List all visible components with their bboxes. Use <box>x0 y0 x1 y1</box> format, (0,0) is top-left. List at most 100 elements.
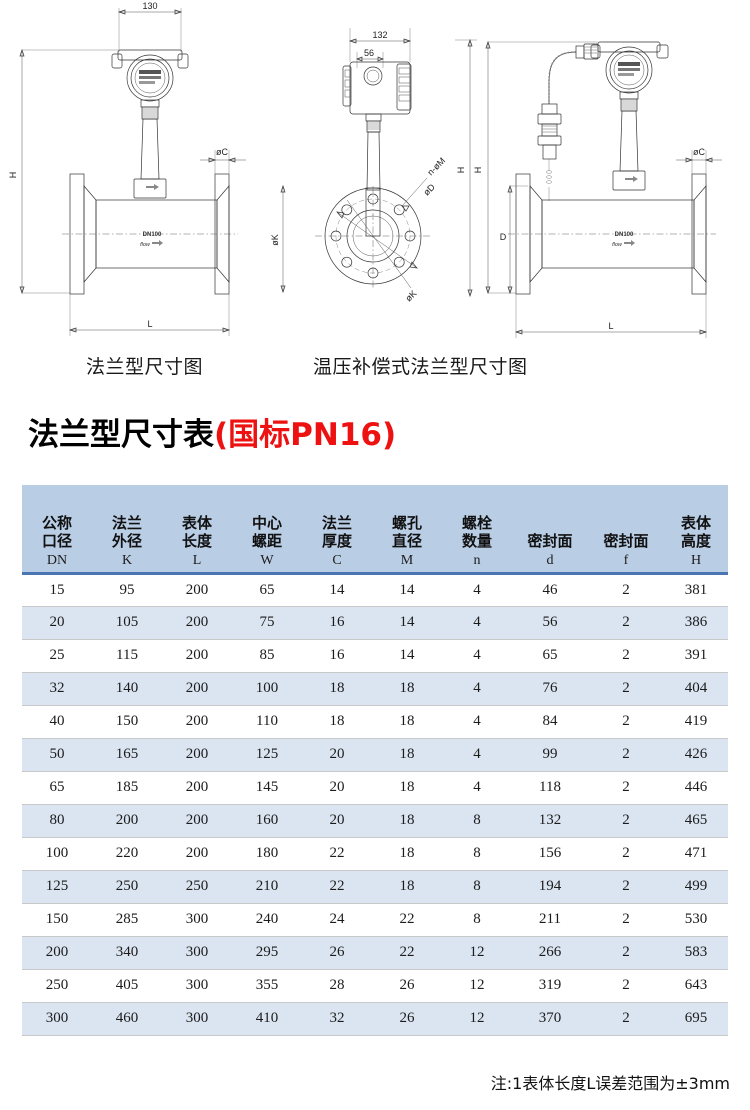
column-header-n: 螺栓 数量 n <box>442 485 512 575</box>
table-row: 150 285 300 240 24 22 8 211 2 530 <box>22 902 728 937</box>
table-cell: 2 <box>588 968 664 1003</box>
table-cell: 2 <box>588 572 664 607</box>
table-cell: 150 <box>22 902 92 937</box>
table-cell: 211 <box>512 902 588 937</box>
table-cell: 12 <box>442 935 512 970</box>
table-cell: 18 <box>372 704 442 739</box>
column-header-cn-line2: 高度 <box>680 531 711 550</box>
table-cell: 26 <box>302 935 372 970</box>
table-cell: 110 <box>232 704 302 739</box>
svg-text:øC: øC <box>216 147 228 157</box>
table-cell: 2 <box>588 605 664 640</box>
table-cell: 165 <box>92 737 162 772</box>
table-cell: 446 <box>664 770 728 805</box>
column-header-cn-line1: 螺孔 <box>391 514 422 533</box>
table-cell: 250 <box>92 869 162 904</box>
table-cell: 12 <box>442 1001 512 1036</box>
table-cell: 4 <box>442 638 512 673</box>
table-cell: 18 <box>372 836 442 871</box>
table-cell: 2 <box>588 935 664 970</box>
drawing-captions: 法兰型尺寸图 温压补偿式法兰型尺寸图 <box>0 352 750 396</box>
dimension-table-wrapper: 公称 口径 DN 法兰 外径 K 表体 <box>22 485 728 1036</box>
table-row: 100 220 200 180 22 18 8 156 2 471 <box>22 836 728 871</box>
flange-face-and-head-drawing: 132 56 <box>305 0 490 350</box>
table-cell: 295 <box>232 935 302 970</box>
table-cell: 194 <box>512 869 588 904</box>
table-row: 25 115 200 85 16 14 4 65 2 391 <box>22 638 728 673</box>
column-header-symbol: L <box>192 552 202 568</box>
svg-text:flow: flow <box>612 242 623 248</box>
table-cell: 200 <box>162 572 232 607</box>
column-header-symbol: H <box>690 552 702 568</box>
table-cell: 285 <box>92 902 162 937</box>
table-cell: 4 <box>442 737 512 772</box>
table-cell: 381 <box>664 572 728 607</box>
table-cell: 18 <box>372 671 442 706</box>
svg-text:øK: øK <box>403 288 418 303</box>
svg-text:øD: øD <box>421 182 437 198</box>
svg-text:n-øM: n-øM <box>425 155 447 177</box>
svg-text:øC: øC <box>693 147 705 157</box>
table-cell: 340 <box>92 935 162 970</box>
column-header-symbol: f <box>623 552 629 568</box>
meter-body: DN100 flow <box>62 173 238 295</box>
table-cell: 185 <box>92 770 162 805</box>
table-cell: 76 <box>512 671 588 706</box>
table-row: 125 250 250 210 22 18 8 194 2 499 <box>22 869 728 904</box>
table-cell: 300 <box>162 968 232 1003</box>
column-header-cn-line2: 口径 <box>41 531 72 550</box>
table-cell: 300 <box>162 935 232 970</box>
table-cell: 370 <box>512 1001 588 1036</box>
table-cell: 18 <box>372 869 442 904</box>
table-cell: 22 <box>302 869 372 904</box>
table-cell: 240 <box>232 902 302 937</box>
dimension-56: 56 <box>356 48 384 68</box>
table-cell: 2 <box>588 671 664 706</box>
table-row: 15 95 200 65 14 14 4 46 2 381 <box>22 572 728 607</box>
table-cell: 391 <box>664 638 728 673</box>
column-header-cn-line1: 公称 <box>41 514 72 533</box>
table-cell: 300 <box>162 1001 232 1036</box>
table-cell: 200 <box>162 836 232 871</box>
table-cell: 95 <box>92 572 162 607</box>
column-header-cn-line1: 表体 <box>181 514 212 533</box>
table-cell: 26 <box>372 968 442 1003</box>
table-cell: 118 <box>512 770 588 805</box>
column-header-cn-line1: 密封面 <box>527 531 573 550</box>
column-header-cn-line1: 密封面 <box>603 531 649 550</box>
table-cell: 200 <box>162 737 232 772</box>
table-cell: 4 <box>442 770 512 805</box>
table-cell: 200 <box>162 770 232 805</box>
table-cell: 100 <box>232 671 302 706</box>
column-header-w: 中心 螺距 W <box>232 485 302 575</box>
table-cell: 14 <box>302 572 372 607</box>
table-row: 300 460 300 410 32 26 12 370 2 695 <box>22 1001 728 1036</box>
dimension-H: H <box>8 48 118 295</box>
column-header-symbol: DN <box>46 552 68 568</box>
table-cell: 15 <box>22 572 92 607</box>
table-cell: 40 <box>22 704 92 739</box>
table-cell: 2 <box>588 803 664 838</box>
table-cell: 75 <box>232 605 302 640</box>
table-cell: 200 <box>92 803 162 838</box>
table-header-row: 公称 口径 DN 法兰 外径 K 表体 <box>22 485 728 575</box>
svg-text:132: 132 <box>372 30 387 40</box>
column-header-cn-line1: 中心 <box>251 514 282 533</box>
pressure-compensation-capillary <box>537 43 599 201</box>
column-header-cn-line1: 表体 <box>680 514 711 533</box>
column-header-d: 密封面 d <box>512 485 588 575</box>
table-cell: 2 <box>588 902 664 937</box>
table-cell: 2 <box>588 638 664 673</box>
column-header-symbol: n <box>473 552 481 568</box>
table-cell: 156 <box>512 836 588 871</box>
table-cell: 65 <box>22 770 92 805</box>
table-cell: 50 <box>22 737 92 772</box>
table-cell: 2 <box>588 704 664 739</box>
table-cell: 20 <box>302 803 372 838</box>
table-cell: 100 <box>22 836 92 871</box>
caption-temp-pressure-compensated: 温压补偿式法兰型尺寸图 <box>313 356 528 378</box>
table-header: 公称 口径 DN 法兰 外径 K 表体 <box>22 485 728 575</box>
table-cell: 125 <box>232 737 302 772</box>
table-cell: 583 <box>664 935 728 970</box>
table-row: 250 405 300 355 28 26 12 319 2 643 <box>22 968 728 1003</box>
